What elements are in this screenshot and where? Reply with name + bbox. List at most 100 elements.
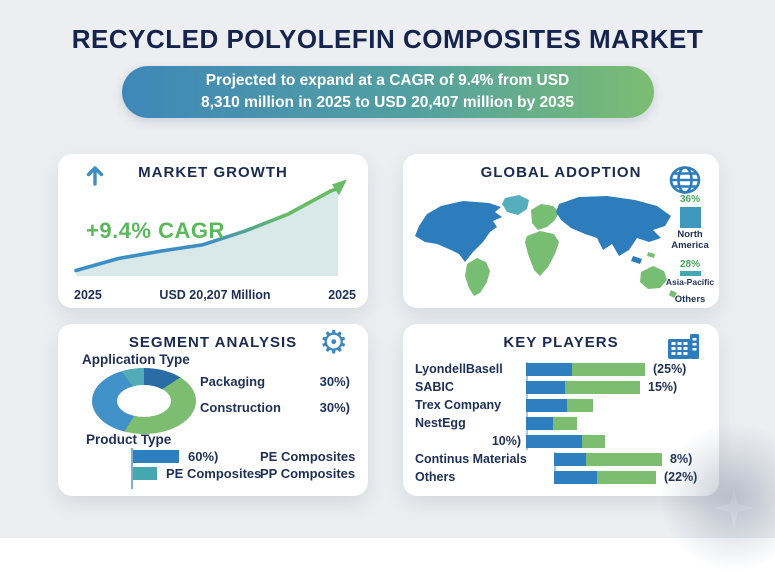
player-label: SABIC <box>415 380 454 394</box>
key-players-axis <box>554 452 556 484</box>
map-greenland <box>502 195 529 215</box>
market-growth-chart <box>74 180 347 276</box>
product-type-bars: 60%) PE Composites <box>133 449 262 484</box>
map-north-america <box>415 201 502 262</box>
player-pct: 15%) <box>648 380 678 394</box>
banner-line-2: 8,310 million in 2025 to USD 20,407 mill… <box>200 94 575 111</box>
map-south-america <box>465 258 490 296</box>
market-growth-card: MARKET GROWTH +9.4% CAGR 2025 USD 20,207… <box>58 154 368 308</box>
player-row: NestEgg <box>403 416 713 430</box>
growth-arrow-head <box>332 180 347 196</box>
map-se-asia-island-2 <box>647 252 655 258</box>
player-bar-blue <box>526 362 572 376</box>
segment-analysis-card: SEGMENT ANALYSIS ⚙ Application Type Pack… <box>58 324 368 496</box>
product-right-label: PP Composites <box>260 466 356 481</box>
market-growth-title: MARKET GROWTH <box>138 164 288 181</box>
player-bar-blue <box>526 398 567 412</box>
player-row: Others (22%) <box>403 470 713 484</box>
key-players-title: KEY PLAYERS <box>503 334 619 351</box>
player-row: 10%) <box>403 434 713 448</box>
key-players-card: KEY PLAYERS LyondellBasell (25%) SABIC 15%)… <box>403 324 719 496</box>
banner-line-1: Projected to expand at a CAGR of 9.4% fr… <box>205 72 570 89</box>
asia-pacific-pct: 28% <box>679 258 700 270</box>
subtitle-banner: Projected to expand at a CAGR of 9.4% fr… <box>121 66 654 118</box>
others-label: Others <box>674 293 706 305</box>
map-legend: 36% North America 28% Asia-Pacific Other… <box>663 194 717 306</box>
segment-analysis-title: SEGMENT ANALYSIS <box>128 334 298 351</box>
player-bar-blue <box>526 434 582 448</box>
player-label: NestEgg <box>415 416 466 430</box>
player-bar-green <box>582 434 605 448</box>
player-bar-blue <box>554 452 586 466</box>
player-row: SABIC 15%) <box>403 380 713 394</box>
player-bar-green <box>553 416 577 430</box>
cagr-label: +9.4% CAGR <box>86 218 225 243</box>
product-bar <box>133 450 179 463</box>
growth-line <box>74 186 340 273</box>
arrow-up-icon <box>82 162 108 193</box>
donut-hole <box>117 385 171 417</box>
map-australia <box>640 266 667 289</box>
map-africa <box>525 231 559 276</box>
application-value: 30%) <box>319 400 350 415</box>
page-title: RECYCLED POLYOLEFIN COMPOSITES MARKET <box>71 24 704 54</box>
player-bar-blue <box>554 470 597 484</box>
world-map <box>415 195 677 298</box>
player-row: LyondellBasell (25%) <box>403 362 713 376</box>
product-bar-label: PE Composites <box>166 466 262 481</box>
player-bar-green <box>565 380 640 394</box>
application-row: Construction 30%) <box>200 400 350 415</box>
asia-pacific-label: Asia-Pacific <box>665 276 715 287</box>
growth-area-fill <box>76 188 338 276</box>
growth-x-axis-labels: 2025 USD 20,207 Million 2025 <box>74 288 356 302</box>
key-players-rows: LyondellBasell (25%) SABIC 15%) Trex Company… <box>403 362 713 484</box>
player-label: 10%) <box>491 434 521 448</box>
player-bar-blue <box>526 380 565 394</box>
product-bar <box>133 467 157 480</box>
application-type-donut <box>92 368 196 434</box>
player-bar-blue <box>526 416 553 430</box>
player-label: Continus Materials <box>415 452 527 466</box>
x-label-right: 2025 <box>328 288 356 302</box>
application-value: 30%) <box>319 374 350 389</box>
application-name: Construction <box>200 400 281 415</box>
map-europe <box>531 204 559 230</box>
map-se-asia-island-1 <box>631 256 642 264</box>
player-row: Trex Company <box>403 398 713 412</box>
north-america-pct: 36% <box>679 194 700 205</box>
asia-pacific-swatch <box>679 270 701 276</box>
player-pct: (25%) <box>653 362 687 376</box>
product-type-label: Product Type <box>86 432 172 447</box>
globe-icon <box>665 160 705 205</box>
player-label: LyondellBasell <box>415 362 503 376</box>
player-label: Others <box>415 470 456 484</box>
player-bar-green <box>572 362 645 376</box>
product-right-labels: PE Composites PP Composites <box>260 449 355 483</box>
x-label-left: 2025 <box>74 288 102 302</box>
north-america-swatch <box>679 207 701 228</box>
gear-icon: ⚙ <box>319 324 348 360</box>
product-bars-axis <box>131 448 133 489</box>
player-pct: (22%) <box>664 470 697 484</box>
player-bar-green <box>597 470 656 484</box>
product-bar-label: 60%) <box>188 449 219 464</box>
player-label: Trex Company <box>415 398 502 412</box>
player-bar-green <box>567 398 593 412</box>
application-name: Packaging <box>200 374 266 389</box>
player-pct: 8%) <box>670 452 692 466</box>
product-bar-row: 60%) <box>133 449 261 464</box>
building-icon <box>667 332 701 367</box>
player-row: Continus Materials 8%) <box>403 452 713 466</box>
north-america-label: North America <box>671 229 709 251</box>
global-adoption-card: GLOBAL ADOPTION <box>403 154 719 308</box>
application-row: Packaging 30%) <box>200 374 350 389</box>
x-label-center: USD 20,207 Million <box>159 288 271 302</box>
application-rows: Packaging 30%) Construction 30%) <box>200 374 350 426</box>
map-new-zealand <box>669 290 677 298</box>
product-right-label: PE Composites <box>260 449 356 464</box>
application-type-label: Application Type <box>82 352 190 367</box>
global-adoption-title: GLOBAL ADOPTION <box>480 164 642 181</box>
product-bar-row: PE Composites <box>133 466 262 481</box>
player-bar-green <box>586 452 662 466</box>
